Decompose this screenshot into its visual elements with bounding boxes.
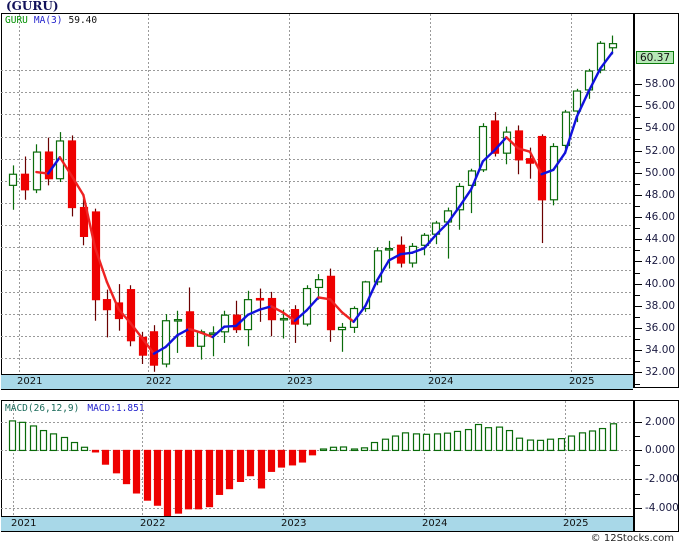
- macd-axis-label: -4.000: [645, 502, 679, 514]
- price-axis-label: 38.00: [645, 300, 676, 312]
- price-axis-minor-tick: [633, 162, 640, 163]
- watermark: © 12Stocks.com: [590, 533, 674, 544]
- macd-axis-tick: [633, 422, 642, 423]
- price-axis-tick: [633, 328, 642, 329]
- macd-axis-label: 2.000: [645, 416, 676, 428]
- macd-value-label: MACD:1.851: [87, 403, 145, 414]
- price-axis-tick: [633, 173, 642, 174]
- price-x-tick-label: 2025: [569, 376, 595, 387]
- last-price-badge: 60.37: [636, 51, 675, 64]
- price-axis-minor-tick: [633, 228, 640, 229]
- price-axis-tick: [633, 306, 642, 307]
- macd-x-tick-label: 2022: [140, 518, 166, 529]
- price-axis-label: 46.00: [645, 211, 676, 223]
- price-axis-tick: [633, 284, 642, 285]
- legend-symbol: GURU: [5, 15, 28, 26]
- price-axis-label: 42.00: [645, 255, 676, 267]
- price-axis-minor-tick: [633, 95, 640, 96]
- macd-indicator-label: MACD(26,12,9): [5, 403, 80, 414]
- price-axis-minor-tick: [633, 384, 640, 385]
- price-axis-label: 56.00: [645, 100, 676, 112]
- macd-axis-label: -2.000: [645, 473, 679, 485]
- price-axis-tick: [633, 151, 642, 152]
- macd-x-tick-label: 2021: [11, 518, 37, 529]
- price-axis-spine: [633, 14, 635, 388]
- price-axis-label: 44.00: [645, 233, 676, 245]
- price-panel: [1, 13, 679, 388]
- macd-y-axis: 2.000 0.000 -2.000 -4.000: [633, 401, 679, 532]
- macd-axis-tick: [633, 450, 642, 451]
- price-axis-tick: [633, 372, 642, 373]
- price-x-tick-label: 2022: [146, 376, 172, 387]
- price-axis-label: 36.00: [645, 322, 676, 334]
- price-plot-area[interactable]: [1, 14, 632, 388]
- price-axis-tick: [633, 195, 642, 196]
- price-x-axis: 2021 2022 2023 2024 2025: [1, 374, 633, 390]
- macd-x-tick-label: 2025: [563, 518, 589, 529]
- price-axis-label: 54.00: [645, 122, 676, 134]
- price-axis-tick: [633, 239, 642, 240]
- price-x-tick-label: 2021: [17, 376, 43, 387]
- price-axis-tick: [633, 128, 642, 129]
- price-axis-label: 52.00: [645, 145, 676, 157]
- price-axis-tick: [633, 261, 642, 262]
- price-axis-label: 34.00: [645, 344, 676, 356]
- price-axis-minor-tick: [633, 295, 640, 296]
- candlestick-svg: [1, 14, 632, 388]
- price-axis-label: 50.00: [645, 167, 676, 179]
- price-axis-minor-tick: [633, 361, 640, 362]
- macd-axis-tick: [633, 508, 642, 509]
- macd-x-tick-label: 2024: [422, 518, 448, 529]
- price-axis-tick: [633, 106, 642, 107]
- price-axis-tick: [633, 217, 642, 218]
- price-axis-minor-tick: [633, 184, 640, 185]
- price-axis-label: 58.00: [645, 78, 676, 90]
- macd-x-axis: 2021 2022 2023 2024 2025: [1, 516, 633, 532]
- macd-plot-area[interactable]: [1, 401, 632, 532]
- legend-ma-label: MA(3): [33, 15, 63, 26]
- price-axis-minor-tick: [633, 317, 640, 318]
- price-axis-minor-tick: [633, 339, 640, 340]
- macd-axis-tick: [633, 479, 642, 480]
- price-axis-minor-tick: [633, 206, 640, 207]
- macd-axis-label: 0.000: [645, 444, 676, 456]
- price-axis-label: 32.00: [645, 366, 676, 378]
- price-axis-tick: [633, 84, 642, 85]
- legend-ma-value: 59.40: [68, 15, 98, 26]
- price-y-axis: 60.37 58.00 56.00 54.00 52.00 50.00 48.00 46.0…: [633, 14, 679, 388]
- price-axis-minor-tick: [633, 250, 640, 251]
- price-axis-minor-tick: [633, 139, 640, 140]
- price-x-tick-label: 2023: [287, 376, 313, 387]
- price-axis-minor-tick: [633, 273, 640, 274]
- macd-x-tick-label: 2023: [281, 518, 307, 529]
- macd-axis-spine: [633, 401, 635, 532]
- price-axis-tick: [633, 350, 642, 351]
- price-axis-minor-tick: [633, 117, 640, 118]
- page-title: (GURU): [6, 0, 59, 13]
- price-x-tick-label: 2024: [428, 376, 454, 387]
- macd-axis-minor-tick: [633, 465, 640, 466]
- macd-histogram-svg: [1, 401, 632, 532]
- macd-axis-minor-tick: [633, 436, 640, 437]
- price-axis-label: 48.00: [645, 189, 676, 201]
- macd-axis-minor-tick: [633, 494, 640, 495]
- price-legend: GURU MA(3) 59.40: [5, 15, 103, 26]
- price-axis-label: 40.00: [645, 278, 676, 290]
- macd-legend: MACD(26,12,9) MACD:1.851: [5, 403, 145, 414]
